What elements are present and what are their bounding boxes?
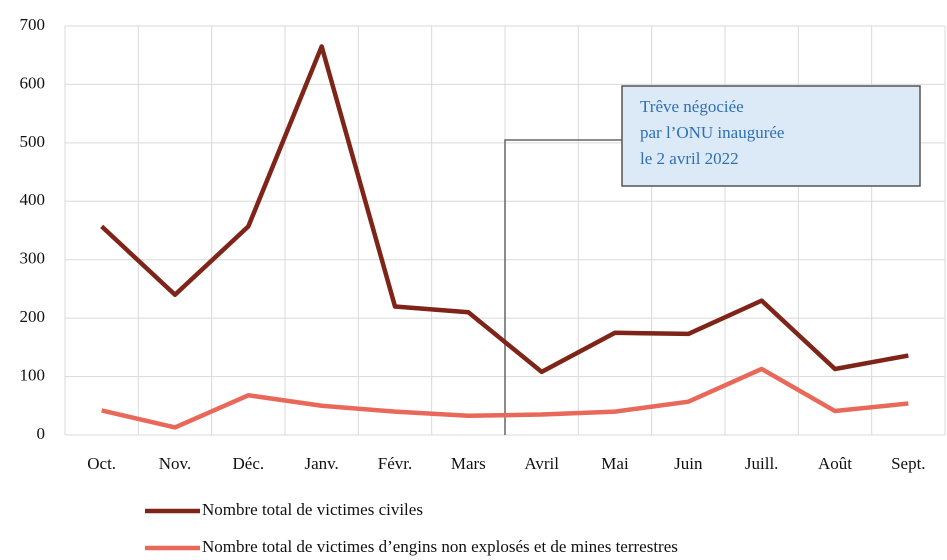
annotation-text: Trêve négociée bbox=[640, 97, 744, 116]
x-tick-label: Sept. bbox=[891, 454, 925, 473]
y-tick-label: 200 bbox=[20, 307, 46, 326]
x-tick-label: Mai bbox=[601, 454, 629, 473]
y-tick-label: 400 bbox=[20, 190, 46, 209]
annotation-text: par l’ONU inaugurée bbox=[640, 123, 784, 142]
x-tick-label: Nov. bbox=[159, 454, 191, 473]
x-tick-label: Août bbox=[818, 454, 852, 473]
x-tick-label: Janv. bbox=[305, 454, 339, 473]
y-tick-label: 700 bbox=[20, 15, 46, 34]
annotation-connector bbox=[504, 139, 622, 435]
series-line bbox=[101, 366, 909, 430]
y-tick-label: 500 bbox=[20, 132, 46, 151]
legend-label: Nombre total de victimes civiles bbox=[202, 500, 423, 519]
x-tick-label: Oct. bbox=[87, 454, 116, 473]
legend-label: Nombre total de victimes d’engins non ex… bbox=[202, 537, 678, 556]
y-tick-label: 0 bbox=[37, 424, 46, 443]
x-tick-label: Déc. bbox=[233, 454, 265, 473]
x-tick-label: Juill. bbox=[745, 454, 779, 473]
annotation-box bbox=[621, 85, 921, 187]
x-tick-label: Avril bbox=[524, 454, 559, 473]
x-tick-label: Mars bbox=[451, 454, 486, 473]
y-tick-label: 100 bbox=[20, 365, 46, 384]
y-tick-label: 600 bbox=[20, 73, 46, 92]
y-tick-label: 300 bbox=[20, 249, 46, 268]
x-tick-label: Févr. bbox=[378, 454, 412, 473]
annotation-text: le 2 avril 2022 bbox=[640, 149, 739, 168]
series-line bbox=[100, 44, 909, 375]
x-tick-label: Juin bbox=[674, 454, 703, 473]
